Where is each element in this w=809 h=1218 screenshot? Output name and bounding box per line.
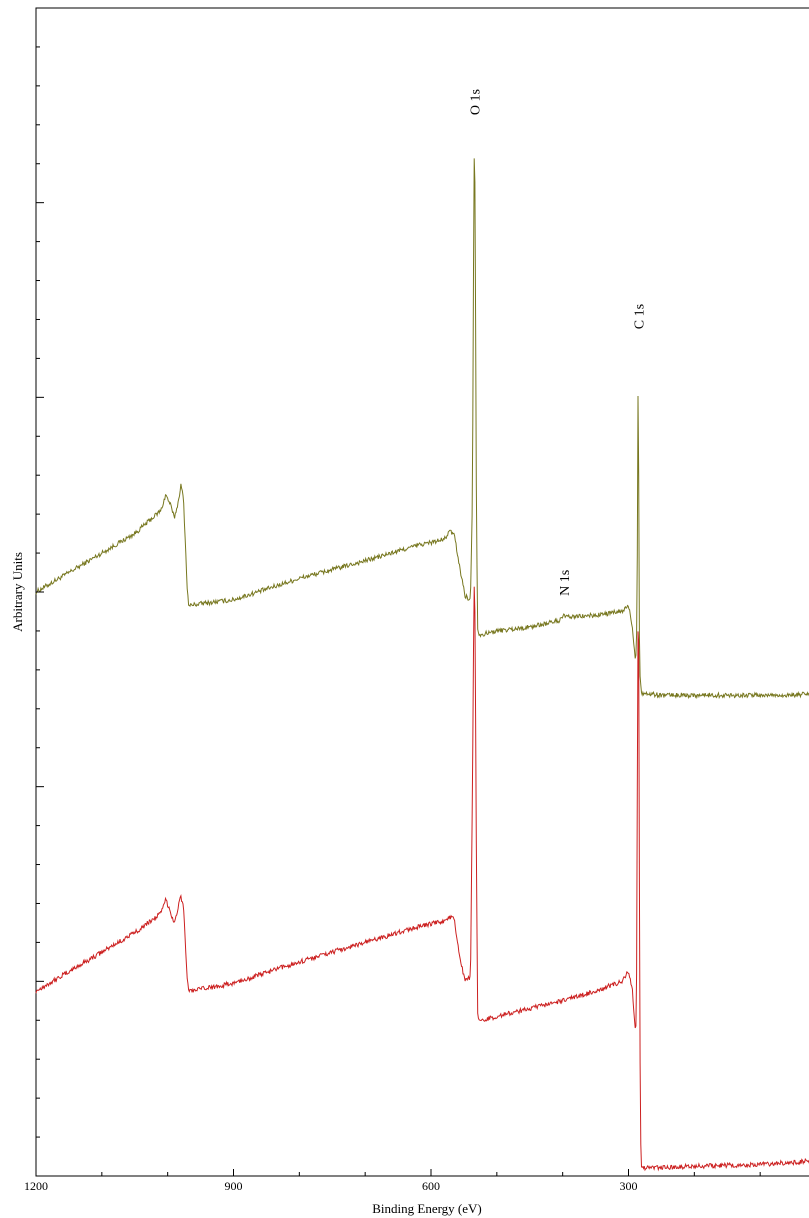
y-axis [36,46,44,1138]
y-axis-title: Arbitrary Units [10,552,25,632]
peak-label-1: O 1s [468,89,483,115]
series-layer [35,158,809,1172]
x-tick-label: 300 [620,1179,638,1193]
x-axis: 1200 900 600 300 [24,1169,761,1193]
x-tick-label: 600 [422,1179,440,1193]
x-axis-title: Binding Energy (eV) [372,1201,482,1216]
peak-label-2: N 1s [558,570,573,596]
x-tick-label: 1200 [24,1179,48,1193]
x-tick-label: 900 [225,1179,243,1193]
plot-frame [35,7,809,1177]
peak-label-3: C 1s [632,304,647,329]
series-line-1 [35,158,809,700]
series-line-2 [35,586,809,1172]
peak-labels: O 1s N 1s C 1s [468,89,647,596]
